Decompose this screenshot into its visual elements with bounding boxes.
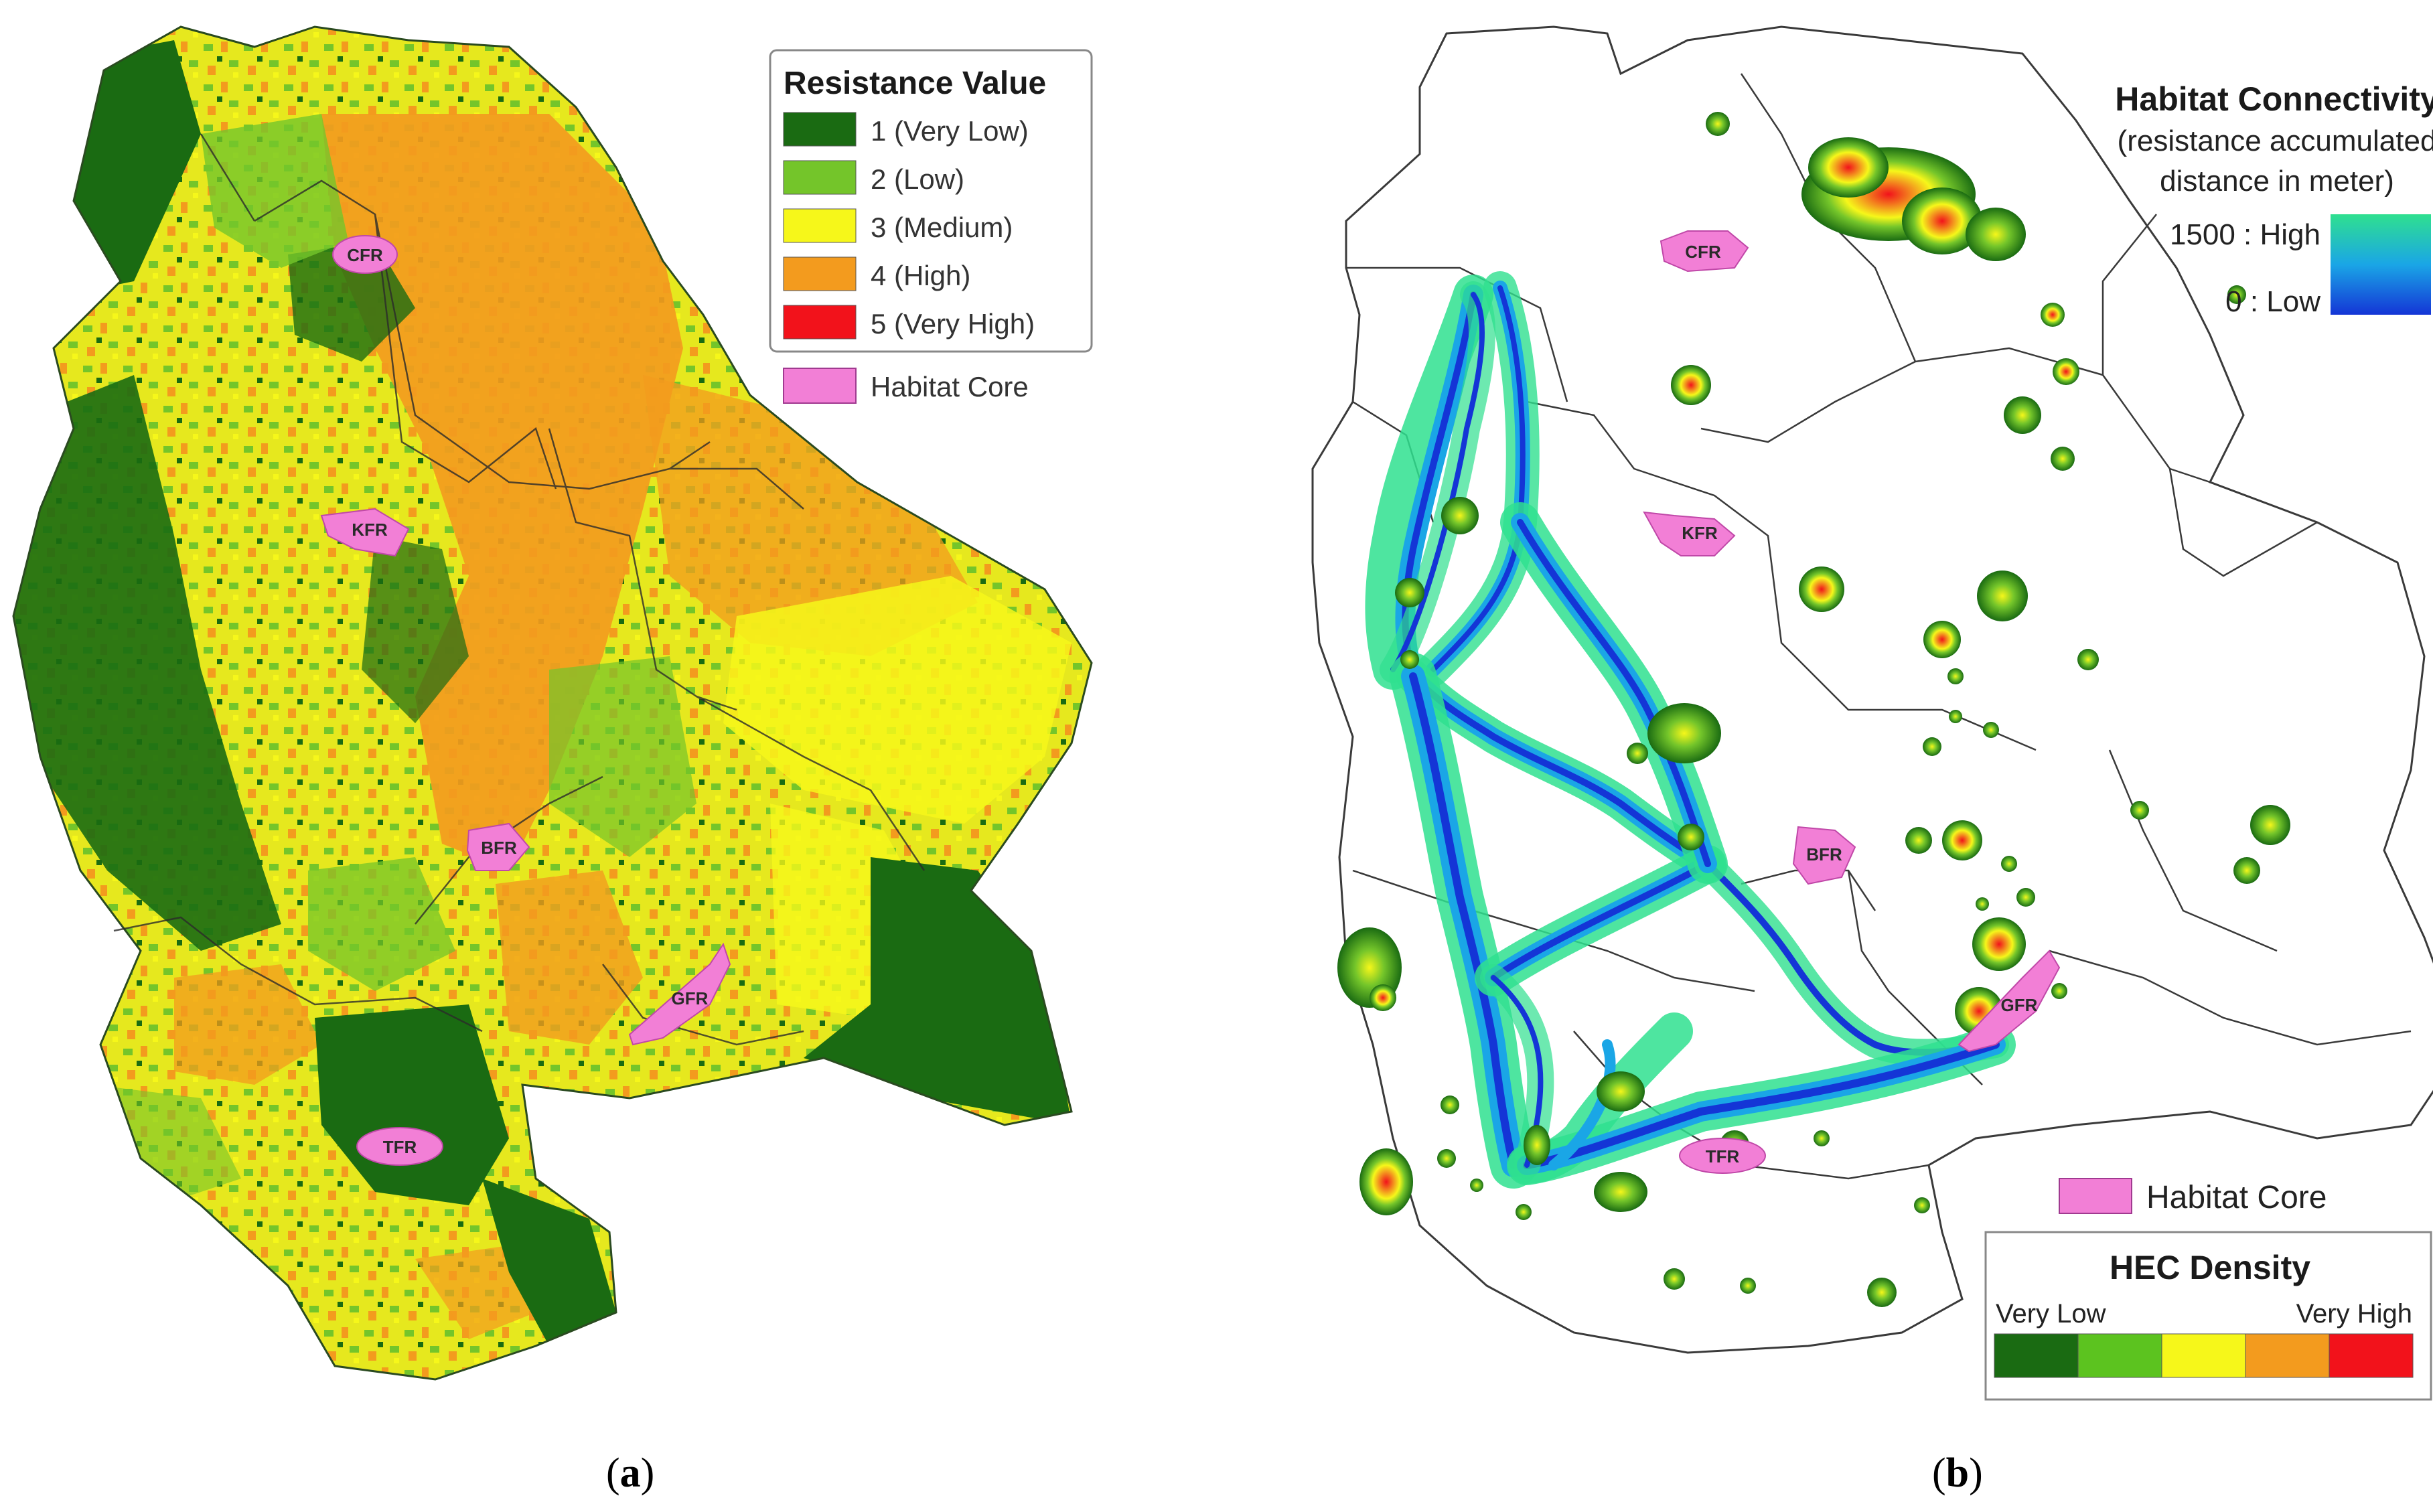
connectivity-high-label: 1500 : High — [2170, 218, 2320, 251]
caption-b-letter: b — [1945, 1450, 1970, 1496]
core-bfr-b — [1792, 826, 1856, 885]
legend-label-habitat-core-b: Habitat Core — [2146, 1180, 2327, 1215]
connectivity-gradient-bar — [2331, 214, 2431, 315]
hec-hotspots — [1337, 112, 2290, 1307]
habitat-cores-a: CFR KFR BFR GFR TFR — [320, 235, 731, 1166]
connectivity-low-label: 0 : Low — [2225, 285, 2320, 318]
resistance-legend: Resistance Value 1 (Very Low) 2 (Low) 3 … — [769, 49, 1093, 353]
core-label-kfr: KFR — [352, 520, 388, 540]
core-label-tfr: TFR — [383, 1137, 417, 1157]
resistance-legend-title: Resistance Value — [784, 66, 1046, 101]
core-label-gfr-b: GFR — [2001, 995, 2038, 1015]
legend-swatch-medium — [783, 208, 857, 243]
core-gfr-b — [1958, 950, 2061, 1053]
hec-legend-high-label: Very High — [2296, 1299, 2412, 1329]
connectivity-legend: Habitat Connectivity (resistance accumul… — [2115, 80, 2433, 318]
legend-label-low: 2 (Low) — [871, 163, 964, 195]
legend-label-medium: 3 (Medium) — [871, 212, 1013, 243]
core-label-kfr-b: KFR — [1682, 523, 1718, 543]
hec-legend-low-label: Very Low — [1996, 1299, 2106, 1329]
resistance-map: CFR KFR BFR GFR TFR Resistance Value 1 (… — [12, 25, 1093, 1381]
legend-swatch-habitat-core-b — [2059, 1178, 2132, 1214]
hec-density-legend: HEC Density Very Low Very High — [1984, 1231, 2432, 1401]
connectivity-legend-subtitle-1: (resistance accumulated — [2118, 125, 2433, 157]
core-cfr — [332, 235, 398, 274]
caption-a-letter: a — [619, 1450, 641, 1496]
legend-label-very-high: 5 (Very High) — [871, 308, 1035, 339]
core-tfr — [356, 1127, 443, 1166]
core-kfr-b — [1643, 511, 1736, 556]
legend-label-high: 4 (High) — [871, 260, 970, 291]
legend-swatch-high — [783, 256, 857, 291]
legend-swatch-low — [783, 160, 857, 195]
core-tfr-b — [1679, 1138, 1766, 1174]
legend-swatch-very-high — [783, 305, 857, 339]
connectivity-legend-subtitle-2: distance in meter) — [2160, 165, 2394, 198]
hec-swatch-4 — [2245, 1333, 2330, 1378]
core-cfr-b — [1660, 230, 1749, 273]
core-kfr — [320, 508, 410, 557]
hec-swatch-2 — [2077, 1333, 2162, 1378]
core-label-bfr-b: BFR — [1806, 844, 1842, 864]
hec-swatch-1 — [1994, 1333, 2079, 1378]
hec-swatch-5 — [2329, 1333, 2414, 1378]
core-gfr — [628, 942, 731, 1046]
core-label-tfr-b: TFR — [1706, 1146, 1740, 1166]
connectivity-legend-title: Habitat Connectivity — [2115, 80, 2433, 118]
core-label-cfr-b: CFR — [1685, 242, 1721, 262]
legend-swatch-very-low — [783, 112, 857, 147]
core-bfr — [466, 822, 530, 871]
hec-swatch-3 — [2161, 1333, 2246, 1378]
hec-legend-title: HEC Density — [2110, 1249, 2310, 1286]
legend-swatch-habitat-core — [783, 368, 857, 404]
caption-b: (b) — [1932, 1450, 1983, 1496]
core-label-cfr: CFR — [347, 245, 383, 265]
core-label-gfr: GFR — [672, 988, 709, 1008]
caption-a: (a) — [606, 1450, 655, 1496]
legend-label-very-low: 1 (Very Low) — [871, 115, 1029, 147]
legend-label-habitat-core: Habitat Core — [871, 371, 1029, 402]
habitat-cores-b: CFR KFR BFR GFR TFR — [1643, 230, 2061, 1174]
connectivity-map: CFR KFR BFR GFR TFR Habitat Connectivity… — [1311, 25, 2433, 1401]
core-label-bfr: BFR — [481, 838, 517, 858]
